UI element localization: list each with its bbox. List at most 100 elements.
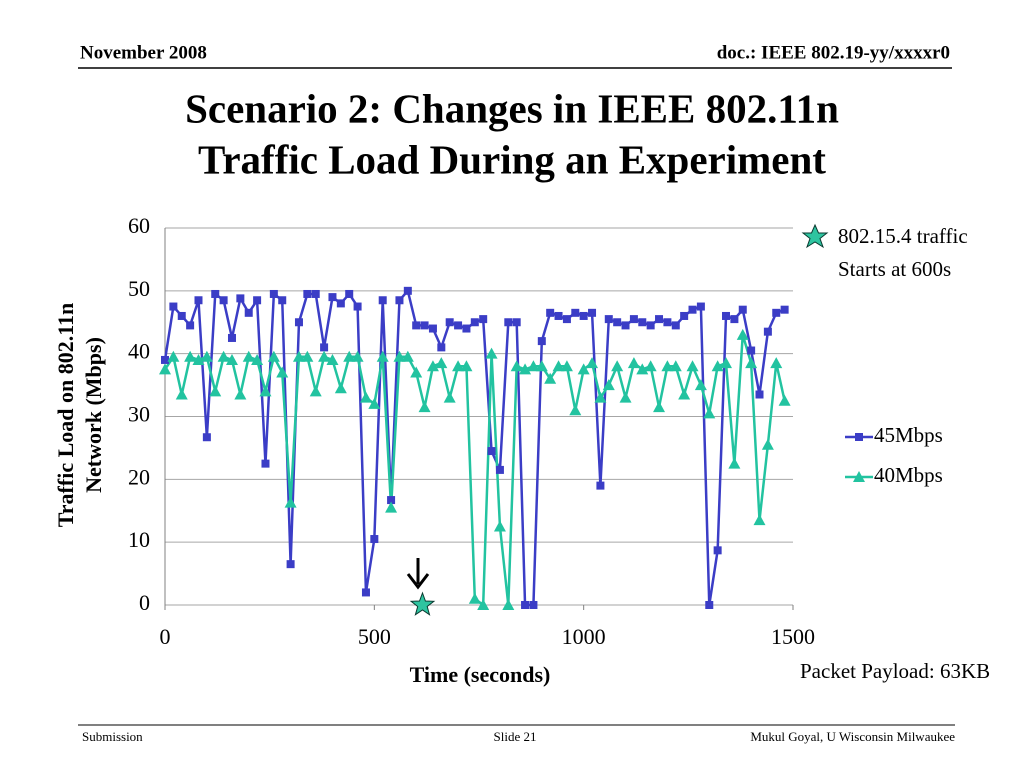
marker bbox=[519, 363, 532, 375]
marker bbox=[705, 601, 714, 609]
marker bbox=[502, 599, 515, 610]
marker bbox=[452, 360, 465, 372]
marker bbox=[470, 318, 479, 327]
marker bbox=[510, 360, 523, 372]
slide-title: Scenario 2: Changes in IEEE 802.11n bbox=[185, 85, 839, 131]
marker bbox=[167, 350, 180, 362]
marker bbox=[276, 366, 289, 378]
marker bbox=[521, 601, 530, 609]
marker bbox=[770, 357, 783, 369]
marker bbox=[604, 315, 613, 324]
marker bbox=[426, 360, 439, 372]
marker bbox=[200, 350, 213, 362]
x-axis-label: Time (seconds) bbox=[410, 662, 551, 687]
marker bbox=[378, 296, 387, 305]
marker bbox=[161, 355, 169, 364]
marker bbox=[462, 324, 471, 333]
marker bbox=[445, 318, 454, 327]
marker bbox=[437, 343, 446, 352]
footer-left: Submission bbox=[82, 729, 143, 744]
marker bbox=[678, 388, 691, 400]
marker bbox=[577, 363, 590, 375]
marker bbox=[234, 388, 247, 400]
marker bbox=[309, 385, 322, 397]
marker bbox=[393, 350, 406, 362]
marker bbox=[571, 308, 580, 317]
y-tick-label: 0 bbox=[139, 590, 150, 615]
marker bbox=[336, 299, 345, 308]
marker bbox=[780, 305, 789, 314]
y-tick-label: 50 bbox=[128, 276, 150, 301]
marker bbox=[546, 308, 555, 317]
x-tick-label: 500 bbox=[358, 624, 391, 649]
marker bbox=[761, 438, 774, 450]
marker bbox=[738, 305, 747, 314]
marker bbox=[653, 401, 666, 413]
marker bbox=[194, 296, 203, 305]
marker bbox=[334, 382, 347, 394]
series-line bbox=[163, 288, 786, 607]
marker bbox=[303, 289, 312, 298]
marker bbox=[184, 350, 197, 362]
marker bbox=[311, 289, 320, 298]
marker bbox=[435, 357, 448, 369]
marker bbox=[251, 353, 264, 365]
marker bbox=[343, 350, 356, 362]
marker bbox=[619, 391, 632, 403]
marker bbox=[663, 318, 672, 327]
marker bbox=[722, 311, 731, 320]
marker bbox=[711, 360, 724, 372]
marker bbox=[495, 465, 504, 474]
marker bbox=[227, 333, 236, 342]
marker bbox=[646, 321, 655, 330]
marker bbox=[611, 360, 624, 372]
marker bbox=[544, 372, 557, 384]
marker bbox=[493, 520, 506, 532]
footer-center: Slide 21 bbox=[494, 729, 537, 744]
marker bbox=[736, 328, 749, 340]
marker bbox=[175, 388, 188, 400]
marker bbox=[387, 496, 396, 505]
marker bbox=[655, 315, 664, 324]
marker bbox=[267, 350, 280, 362]
legend-label: 45Mbps bbox=[874, 423, 943, 447]
marker bbox=[644, 360, 657, 372]
marker bbox=[671, 321, 680, 330]
marker bbox=[694, 379, 707, 391]
marker bbox=[554, 311, 563, 320]
plot: 0 10 20 30 40 50 60 0 500 1000 1500 45Mbps 40Mbps bbox=[128, 213, 943, 649]
marker bbox=[253, 296, 262, 305]
marker bbox=[636, 363, 649, 375]
marker bbox=[778, 394, 791, 406]
marker bbox=[412, 321, 421, 330]
marker bbox=[236, 294, 245, 303]
y-tick-label: 20 bbox=[128, 464, 150, 489]
marker bbox=[855, 433, 863, 441]
marker bbox=[443, 391, 456, 403]
series-line bbox=[163, 334, 786, 608]
marker bbox=[454, 321, 463, 330]
y-tick-label: 40 bbox=[128, 339, 150, 364]
marker bbox=[217, 350, 230, 362]
y-axis-label: Traffic Load on 802.11n bbox=[53, 303, 78, 528]
x-tick-label: 1000 bbox=[562, 624, 606, 649]
marker bbox=[504, 318, 513, 327]
marker bbox=[286, 560, 295, 569]
marker bbox=[613, 318, 622, 327]
marker bbox=[627, 357, 640, 369]
x-tick-label: 1500 bbox=[771, 624, 815, 649]
marker bbox=[353, 302, 362, 311]
marker bbox=[468, 592, 481, 604]
marker bbox=[569, 404, 582, 416]
marker bbox=[261, 459, 270, 468]
marker bbox=[318, 350, 331, 362]
marker bbox=[202, 433, 211, 442]
marker bbox=[410, 366, 423, 378]
note: Packet Payload: 63KB bbox=[800, 659, 990, 683]
marker bbox=[477, 599, 490, 610]
marker bbox=[621, 321, 630, 330]
marker bbox=[688, 305, 697, 314]
slide-title: Traffic Load During an Experiment bbox=[198, 136, 826, 182]
marker bbox=[755, 390, 764, 399]
